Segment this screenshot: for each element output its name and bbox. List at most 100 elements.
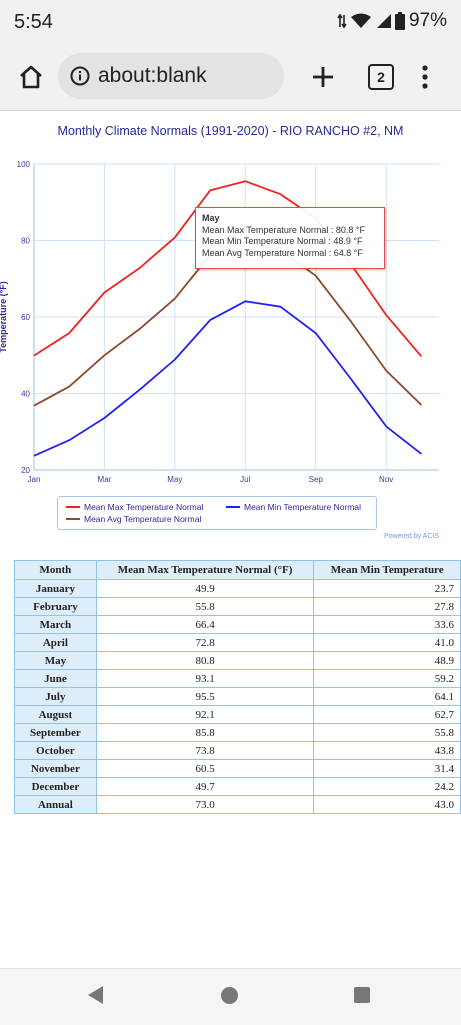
info-icon[interactable] — [70, 66, 90, 86]
table-row: February 55.8 27.8 — [14, 597, 461, 616]
tooltip-line-max: Mean Max Temperature Normal : 80.8 °F — [202, 224, 365, 235]
home-button[interactable] — [18, 64, 44, 90]
cell-min: 31.4 — [313, 759, 461, 778]
cell-max: 49.9 — [95, 579, 315, 598]
tooltip-line-avg: Mean Avg Temperature Normal : 64.8 °F — [202, 247, 363, 258]
table-row: August 92.1 62.7 — [14, 705, 461, 724]
plus-icon — [313, 67, 333, 87]
cell-min: 43.8 — [313, 741, 461, 760]
powered-by-credit[interactable]: Powered by ACIS — [384, 533, 439, 540]
y-tick-label: 100 — [17, 160, 31, 169]
cell-max: 92.1 — [95, 705, 315, 724]
cell-max: 80.8 — [95, 651, 315, 670]
cell-max: 93.1 — [95, 669, 315, 688]
cell-month: April — [14, 633, 97, 652]
x-tick-label: Jul — [240, 475, 250, 484]
y-tick-label: 80 — [21, 237, 30, 246]
cell-max: 55.8 — [95, 597, 315, 616]
x-tick-label: Mar — [98, 475, 112, 484]
cell-min: 33.6 — [313, 615, 461, 634]
cell-month: December — [14, 777, 97, 796]
y-tick-label: 20 — [21, 466, 30, 475]
legend-item-avg[interactable]: Mean Avg Temperature Normal — [66, 514, 201, 524]
legend-label-max: Mean Max Temperature Normal — [84, 502, 204, 512]
cell-month: November — [14, 759, 97, 778]
header-min: Mean Min Temperature — [313, 560, 461, 580]
overflow-menu-button[interactable] — [420, 64, 430, 92]
legend-swatch-min — [226, 506, 240, 508]
legend-swatch-max — [66, 506, 80, 508]
signal-icon — [375, 13, 391, 29]
table-header-row: Month Mean Max Temperature Normal (°F) M… — [14, 560, 461, 580]
table-row: March 66.4 33.6 — [14, 615, 461, 634]
table-row: September 85.8 55.8 — [14, 723, 461, 742]
home-circle-icon[interactable] — [221, 987, 238, 1004]
legend-swatch-avg — [66, 518, 80, 520]
cell-max: 60.5 — [95, 759, 315, 778]
series-line-min — [33, 300, 422, 457]
cell-month: Annual — [14, 795, 97, 814]
cell-min: 43.0 — [313, 795, 461, 814]
battery-icon — [394, 12, 405, 30]
url-text[interactable]: about:blank — [98, 64, 207, 87]
cell-max: 85.8 — [95, 723, 315, 742]
cell-max: 95.5 — [95, 687, 315, 706]
cell-month: September — [14, 723, 97, 742]
x-tick-label: Nov — [379, 475, 393, 484]
browser-toolbar: about:blank 2 — [0, 44, 461, 111]
more-vertical-icon — [422, 65, 428, 89]
tooltip-line-min: Mean Min Temperature Normal : 48.9 °F — [202, 236, 363, 246]
cell-min: 55.8 — [313, 723, 461, 742]
table-row: May 80.8 48.9 — [14, 651, 461, 670]
status-icons: 97% — [337, 10, 447, 32]
back-icon[interactable] — [88, 986, 103, 1004]
x-tick-label: Sep — [309, 475, 324, 484]
cell-month: October — [14, 741, 97, 760]
chart-tooltip: May Mean Max Temperature Normal : 80.8 °… — [195, 207, 385, 269]
battery-level: 97% — [408, 10, 447, 31]
tab-switcher-button[interactable]: 2 — [368, 64, 394, 90]
table-row: January 49.9 23.7 — [14, 579, 461, 598]
cell-month: July — [14, 687, 97, 706]
cell-max: 73.0 — [95, 795, 315, 814]
chart-title: Monthly Climate Normals (1991-2020) - RI… — [57, 124, 404, 138]
status-bar: 5:54 97% — [0, 0, 461, 44]
address-bar[interactable]: about:blank — [58, 53, 284, 99]
status-time: 5:54 — [14, 11, 53, 33]
table-row: July 95.5 64.1 — [14, 687, 461, 706]
chart-legend: Mean Max Temperature Normal Mean Min Tem… — [57, 496, 377, 530]
recent-apps-icon[interactable] — [354, 987, 370, 1003]
cell-max: 72.8 — [95, 633, 315, 652]
table-row: October 73.8 43.8 — [14, 741, 461, 760]
cell-min: 23.7 — [313, 579, 461, 598]
table-row: June 93.1 59.2 — [14, 669, 461, 688]
header-max: Mean Max Temperature Normal (°F) — [95, 560, 315, 580]
cell-min: 27.8 — [313, 597, 461, 616]
cell-min: 62.7 — [313, 705, 461, 724]
y-tick-label: 60 — [21, 313, 30, 322]
cell-month: August — [14, 705, 97, 724]
x-tick-label: Jan — [28, 475, 41, 484]
cell-max: 73.8 — [95, 741, 315, 760]
table-row: April 72.8 41.0 — [14, 633, 461, 652]
table-row: Annual 73.0 43.0 — [14, 795, 461, 814]
cell-min: 59.2 — [313, 669, 461, 688]
legend-label-min: Mean Min Temperature Normal — [244, 502, 361, 512]
series-line-max — [33, 180, 423, 357]
header-month: Month — [14, 560, 97, 580]
cell-min: 41.0 — [313, 633, 461, 652]
cell-month: May — [14, 651, 97, 670]
cell-min: 64.1 — [313, 687, 461, 706]
y-axis-label: Temperature (°F) — [0, 281, 8, 352]
legend-item-min[interactable]: Mean Min Temperature Normal — [226, 502, 361, 512]
legend-item-max[interactable]: Mean Max Temperature Normal — [66, 502, 203, 512]
legend-label-avg: Mean Avg Temperature Normal — [84, 514, 202, 524]
new-tab-button[interactable] — [308, 62, 338, 92]
wifi-icon — [350, 13, 371, 29]
cell-month: February — [14, 597, 97, 616]
cell-month: June — [14, 669, 97, 688]
table-row: December 49.7 24.2 — [14, 777, 461, 796]
table-row: November 60.5 31.4 — [14, 759, 461, 778]
y-tick-label: 40 — [21, 390, 30, 399]
tooltip-title: May — [202, 213, 220, 223]
